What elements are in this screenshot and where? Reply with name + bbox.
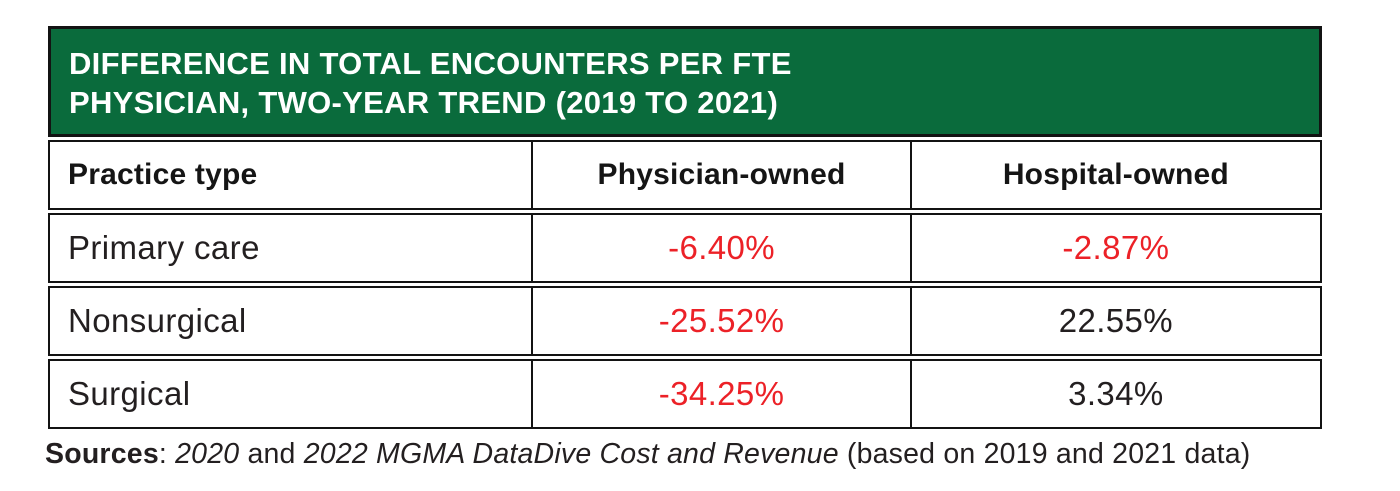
value-physician-owned: -34.25% xyxy=(531,361,909,427)
source-note-conjunction: and xyxy=(239,438,304,470)
row-label: Surgical xyxy=(68,375,191,412)
source-note-publication: 2022 MGMA DataDive Cost and Revenue xyxy=(303,438,839,470)
value-physician-owned: -6.40% xyxy=(531,215,909,281)
table-row: Primary care -6.40% -2.87% xyxy=(48,213,1322,283)
source-note-year-1: 2020 xyxy=(175,438,240,470)
row-label: Primary care xyxy=(68,229,260,266)
column-header-hospital-owned: Hospital-owned xyxy=(909,142,1320,208)
column-header-practice-type: Practice type xyxy=(68,158,258,191)
source-note-suffix: (based on 2019 and 2021 data) xyxy=(838,438,1251,470)
row-label: Nonsurgical xyxy=(68,302,247,339)
table-row: Nonsurgical -25.52% 22.55% xyxy=(48,286,1322,356)
table-title-line1: DIFFERENCE IN TOTAL ENCOUNTERS PER FTE xyxy=(69,46,792,81)
table-row: Surgical -34.25% 3.34% xyxy=(48,359,1322,429)
table-title-line2: PHYSICIAN, TWO-YEAR TREND (2019 TO 2021) xyxy=(69,85,779,120)
encounters-trend-table: DIFFERENCE IN TOTAL ENCOUNTERS PER FTE P… xyxy=(48,26,1322,429)
source-note: Sources: 2020 and 2022 MGMA DataDive Cos… xyxy=(45,438,1250,471)
value-hospital-owned: -2.87% xyxy=(909,215,1320,281)
table-header-row: Practice type Physician-owned Hospital-o… xyxy=(48,140,1322,210)
table-title-banner: DIFFERENCE IN TOTAL ENCOUNTERS PER FTE P… xyxy=(48,26,1322,137)
value-hospital-owned: 3.34% xyxy=(909,361,1320,427)
source-note-label: Sources xyxy=(45,438,159,470)
column-header-physician-owned: Physician-owned xyxy=(531,142,909,208)
value-physician-owned: -25.52% xyxy=(531,288,909,354)
value-hospital-owned: 22.55% xyxy=(909,288,1320,354)
source-note-separator: : xyxy=(158,438,176,470)
